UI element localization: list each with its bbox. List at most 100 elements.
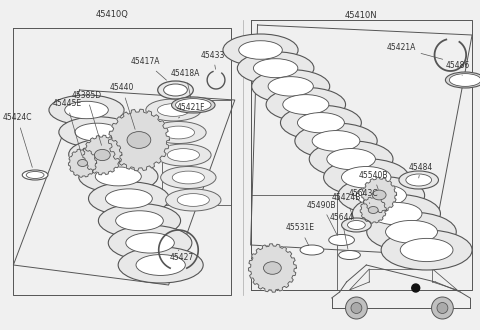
Text: 45484: 45484 [408,163,433,178]
Ellipse shape [95,167,141,186]
Ellipse shape [341,167,391,188]
Text: 45410Q: 45410Q [96,11,129,19]
Text: 45445E: 45445E [52,98,82,155]
Text: 45433: 45433 [201,50,225,69]
Ellipse shape [85,145,130,163]
Circle shape [432,297,453,319]
Circle shape [437,303,448,314]
Ellipse shape [324,159,409,196]
Text: 45486: 45486 [446,60,470,75]
Ellipse shape [312,131,360,151]
Ellipse shape [49,95,124,125]
Ellipse shape [118,247,203,283]
Ellipse shape [106,189,152,208]
Polygon shape [362,178,396,213]
Text: 45427: 45427 [169,250,193,262]
Ellipse shape [59,117,135,148]
Ellipse shape [295,123,377,159]
Ellipse shape [372,190,386,200]
Ellipse shape [368,207,378,214]
Text: 45421F: 45421F [177,104,205,118]
Ellipse shape [283,95,329,115]
Ellipse shape [300,245,324,255]
Ellipse shape [146,99,201,121]
Ellipse shape [156,144,211,166]
Ellipse shape [329,235,354,246]
Ellipse shape [338,250,360,259]
Polygon shape [69,149,96,177]
Ellipse shape [399,171,438,189]
Ellipse shape [280,105,361,140]
Ellipse shape [385,220,437,243]
Ellipse shape [108,225,192,260]
Ellipse shape [266,87,346,122]
Polygon shape [83,135,122,175]
Text: 45418A: 45418A [171,69,200,97]
Ellipse shape [264,262,281,274]
Ellipse shape [164,84,187,96]
Text: 45421A: 45421A [386,44,443,59]
Text: 45643C: 45643C [348,188,378,204]
Ellipse shape [367,212,456,251]
Ellipse shape [158,81,193,99]
Circle shape [351,303,362,314]
Text: 45417A: 45417A [131,57,167,80]
Ellipse shape [116,211,163,231]
Ellipse shape [223,34,298,66]
Text: 45424C: 45424C [2,114,32,167]
Ellipse shape [127,132,151,148]
Ellipse shape [88,182,169,215]
Ellipse shape [449,74,480,86]
Ellipse shape [406,174,432,186]
Ellipse shape [338,177,425,214]
Ellipse shape [65,101,108,119]
Ellipse shape [157,104,190,116]
Ellipse shape [177,194,209,206]
Ellipse shape [445,72,480,88]
Text: 45644: 45644 [329,214,354,249]
Ellipse shape [268,77,313,96]
Ellipse shape [237,52,314,84]
Ellipse shape [168,148,200,161]
Circle shape [412,284,420,292]
Ellipse shape [352,194,441,233]
Ellipse shape [151,121,206,144]
Ellipse shape [161,167,216,188]
Ellipse shape [171,97,215,113]
Ellipse shape [381,230,472,270]
Ellipse shape [298,113,344,133]
Ellipse shape [79,160,158,193]
Ellipse shape [342,218,371,232]
Polygon shape [360,197,386,223]
Ellipse shape [162,126,194,139]
Ellipse shape [78,159,87,167]
Ellipse shape [75,123,120,141]
Ellipse shape [356,184,407,207]
Ellipse shape [26,172,44,179]
Polygon shape [108,109,169,171]
Text: 45490B: 45490B [307,201,337,236]
Polygon shape [249,244,296,292]
Ellipse shape [98,204,180,238]
Ellipse shape [172,171,204,184]
Text: 45540B: 45540B [359,171,388,189]
Ellipse shape [348,220,365,229]
Ellipse shape [309,141,393,177]
Ellipse shape [166,189,221,211]
Ellipse shape [22,170,48,180]
Text: 45440: 45440 [110,83,135,129]
Text: 45410N: 45410N [345,11,378,19]
Ellipse shape [327,148,375,170]
Ellipse shape [136,254,185,276]
Text: 45424B: 45424B [332,193,361,219]
Ellipse shape [69,138,147,170]
Ellipse shape [239,41,282,59]
Ellipse shape [126,233,174,253]
Ellipse shape [252,70,330,103]
Ellipse shape [371,203,422,225]
Circle shape [346,297,367,319]
Text: 45531E: 45531E [286,223,314,246]
Ellipse shape [400,238,453,262]
Ellipse shape [176,99,211,112]
Text: 45385D: 45385D [72,90,102,145]
